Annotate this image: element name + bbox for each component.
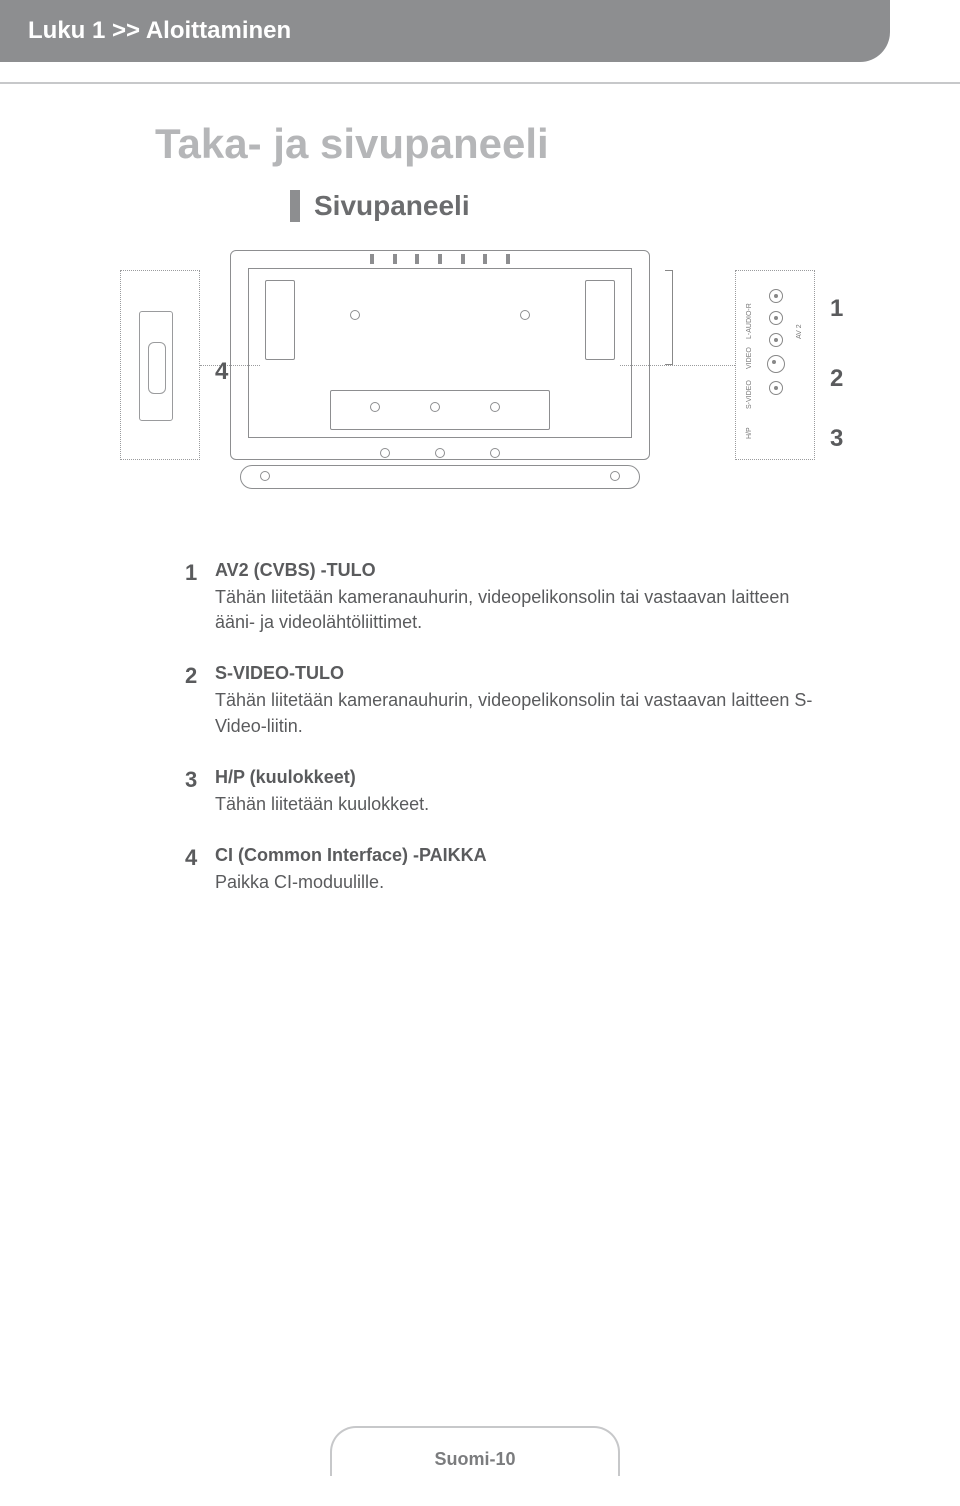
port-description-list: 1 AV2 (CVBS) -TULO Tähän liitetään kamer… <box>185 560 825 923</box>
item-desc: Tähän liitetään kuulokkeet. <box>215 792 825 817</box>
item-number: 3 <box>185 767 215 817</box>
av2-bracket <box>665 270 673 365</box>
list-item: 3 H/P (kuulokkeet) Tähän liitetään kuulo… <box>185 767 825 817</box>
list-item: 4 CI (Common Interface) -PAIKKA Paikka C… <box>185 845 825 895</box>
item-title: H/P (kuulokkeet) <box>215 767 825 788</box>
port-label-hp: H/P <box>746 427 753 439</box>
ci-card-icon <box>139 311 173 421</box>
side-ports-box: L-AUDIO-R VIDEO S-VIDEO H/P AV 2 <box>735 270 815 460</box>
side-panel-diagram: L-AUDIO-R VIDEO S-VIDEO H/P AV 2 4 1 2 3 <box>120 250 840 510</box>
item-desc: Tähän liitetään kameranauhurin, videopel… <box>215 585 825 635</box>
hp-port-icon <box>769 381 783 395</box>
page-number: Suomi-10 <box>434 1449 515 1470</box>
port-label-video: VIDEO <box>746 347 753 369</box>
page-title: Taka- ja sivupaneeli <box>155 120 549 168</box>
subtitle-row: Sivupaneeli <box>290 190 470 222</box>
chapter-label: Luku 1 >> Aloittaminen <box>28 17 291 45</box>
item-title: S-VIDEO-TULO <box>215 663 825 684</box>
audio-r-port-icon <box>769 311 783 325</box>
subtitle-bar <box>290 190 300 222</box>
item-number: 1 <box>185 560 215 635</box>
subtitle: Sivupaneeli <box>314 190 470 222</box>
item-number: 4 <box>185 845 215 895</box>
svideo-port-icon <box>767 355 785 373</box>
port-label-av2: AV 2 <box>796 324 803 339</box>
chapter-header: Luku 1 >> Aloittaminen <box>0 0 890 62</box>
dotted-line-left <box>200 365 260 366</box>
diagram-label-4: 4 <box>215 358 228 386</box>
page-footer: Suomi-10 <box>330 1426 620 1476</box>
port-label-audio: L-AUDIO-R <box>746 303 753 339</box>
port-label-svideo: S-VIDEO <box>746 380 753 409</box>
diagram-label-1: 1 <box>830 295 843 323</box>
diagram-label-3: 3 <box>830 425 843 453</box>
diagram-label-2: 2 <box>830 365 843 393</box>
header-rule <box>0 82 960 84</box>
dotted-line-right <box>620 365 735 366</box>
item-number: 2 <box>185 663 215 738</box>
list-item: 1 AV2 (CVBS) -TULO Tähän liitetään kamer… <box>185 560 825 635</box>
item-title: AV2 (CVBS) -TULO <box>215 560 825 581</box>
audio-l-port-icon <box>769 289 783 303</box>
list-item: 2 S-VIDEO-TULO Tähän liitetään kameranau… <box>185 663 825 738</box>
tv-back-drawing <box>230 250 650 490</box>
item-desc: Paikka CI-moduulille. <box>215 870 825 895</box>
item-desc: Tähän liitetään kameranauhurin, videopel… <box>215 688 825 738</box>
video-port-icon <box>769 333 783 347</box>
item-title: CI (Common Interface) -PAIKKA <box>215 845 825 866</box>
ci-slot-box <box>120 270 200 460</box>
